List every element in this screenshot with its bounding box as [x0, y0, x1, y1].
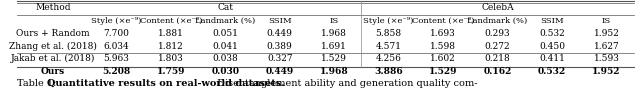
Text: 0.450: 0.450	[539, 42, 565, 51]
Text: Table 1:: Table 1:	[17, 79, 60, 88]
Text: Jakab et al. (2018): Jakab et al. (2018)	[11, 54, 95, 63]
Text: Method: Method	[35, 3, 70, 12]
Text: Landmark (%): Landmark (%)	[195, 17, 255, 25]
Text: 1.759: 1.759	[157, 67, 185, 76]
Text: 0.532: 0.532	[538, 67, 566, 76]
Text: 4.571: 4.571	[376, 42, 402, 51]
Text: Style (×e⁻⁹): Style (×e⁻⁹)	[91, 17, 141, 25]
Text: 1.691: 1.691	[321, 42, 347, 51]
Text: 1.529: 1.529	[429, 67, 458, 76]
Text: 1.593: 1.593	[593, 54, 620, 63]
Text: 5.858: 5.858	[376, 29, 402, 38]
Text: 0.030: 0.030	[211, 67, 239, 76]
Text: 6.034: 6.034	[104, 42, 129, 51]
Text: IS: IS	[602, 17, 611, 25]
Text: 3.886: 3.886	[374, 67, 403, 76]
Text: 0.449: 0.449	[266, 67, 294, 76]
Text: 1.812: 1.812	[158, 42, 184, 51]
Text: 0.162: 0.162	[483, 67, 512, 76]
Text: CelebA: CelebA	[481, 3, 514, 12]
Text: 5.963: 5.963	[104, 54, 129, 63]
Text: 1.602: 1.602	[430, 54, 456, 63]
Text: 0.411: 0.411	[539, 54, 565, 63]
Text: SSIM: SSIM	[540, 17, 564, 25]
Text: 0.041: 0.041	[212, 42, 238, 51]
Text: 0.449: 0.449	[267, 29, 292, 38]
Text: Ours: Ours	[41, 67, 65, 76]
Text: 1.627: 1.627	[594, 42, 620, 51]
Text: Style (×e⁻⁹): Style (×e⁻⁹)	[364, 17, 414, 25]
Text: 0.327: 0.327	[267, 54, 292, 63]
Text: 0.051: 0.051	[212, 29, 238, 38]
Text: SSIM: SSIM	[268, 17, 292, 25]
Text: 1.529: 1.529	[321, 54, 347, 63]
Text: 1.952: 1.952	[593, 29, 620, 38]
Text: IS: IS	[330, 17, 339, 25]
Text: 1.952: 1.952	[592, 67, 621, 76]
Text: Disentanglement ability and generation quality com-: Disentanglement ability and generation q…	[214, 79, 477, 88]
Text: Content (×e⁻⁶): Content (×e⁻⁶)	[140, 17, 202, 25]
Text: Landmark (%): Landmark (%)	[467, 17, 528, 25]
Text: 5.208: 5.208	[102, 67, 131, 76]
Text: 1.803: 1.803	[158, 54, 184, 63]
Text: 0.293: 0.293	[484, 29, 510, 38]
Text: 1.598: 1.598	[430, 42, 456, 51]
Text: 0.389: 0.389	[267, 42, 292, 51]
Text: Zhang et al. (2018): Zhang et al. (2018)	[9, 42, 97, 51]
Text: Content (×e⁻⁶): Content (×e⁻⁶)	[412, 17, 474, 25]
Text: Cat: Cat	[218, 3, 234, 12]
Text: 0.532: 0.532	[539, 29, 565, 38]
Text: Ours + Random: Ours + Random	[16, 29, 90, 38]
Text: 0.038: 0.038	[212, 54, 238, 63]
Text: 1.693: 1.693	[430, 29, 456, 38]
Text: 4.256: 4.256	[376, 54, 401, 63]
Text: 0.272: 0.272	[484, 42, 510, 51]
Text: 7.700: 7.700	[104, 29, 129, 38]
Text: Quantitative results on real-world datasets.: Quantitative results on real-world datas…	[47, 79, 285, 88]
Text: 1.968: 1.968	[321, 29, 347, 38]
Text: 0.218: 0.218	[484, 54, 511, 63]
Text: 1.968: 1.968	[320, 67, 349, 76]
Text: 1.881: 1.881	[158, 29, 184, 38]
